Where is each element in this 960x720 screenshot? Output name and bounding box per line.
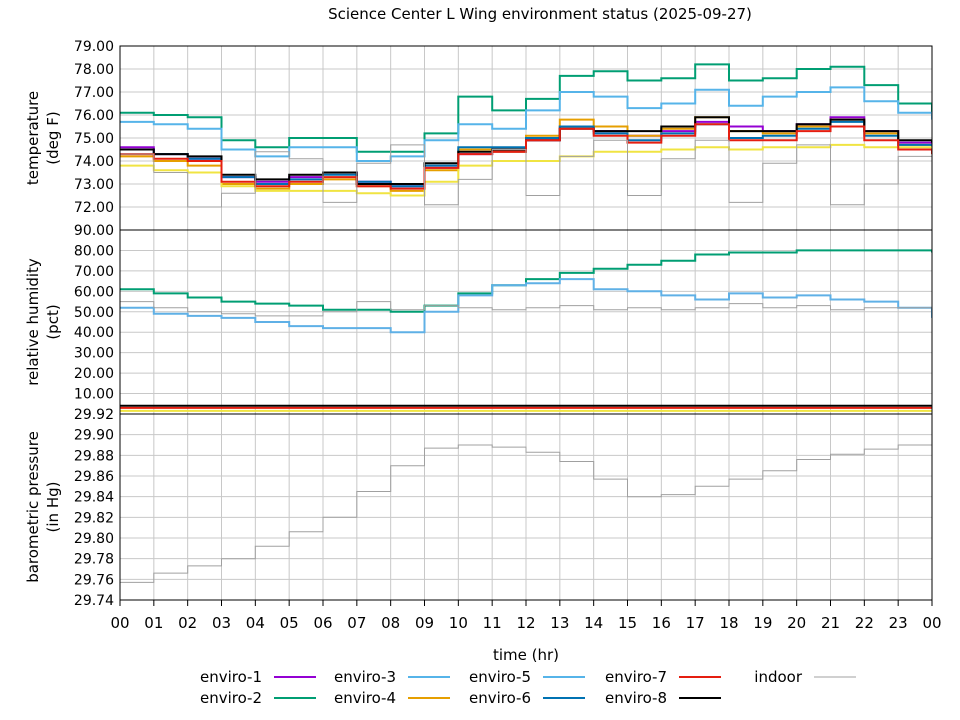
x-tick-label: 07 <box>347 614 366 632</box>
y-axis-label-units: (in Hg) <box>44 482 62 533</box>
y-tick-label: 79.00 <box>74 39 114 55</box>
legend-label: enviro-6 <box>469 689 531 707</box>
y-tick-label: 29.74 <box>74 593 114 609</box>
y-tick-label: 80.00 <box>74 243 114 259</box>
y-tick-label: 76.00 <box>74 108 114 124</box>
y-tick-label: 29.76 <box>74 572 114 588</box>
series-indoor <box>120 301 932 317</box>
y-tick-label: 20.00 <box>74 366 114 382</box>
panel-1: 72.00 73.00 74.00 75.00 76.00 77.00 78.00 79.00… <box>24 39 933 231</box>
y-tick-label: 74.00 <box>74 154 114 170</box>
x-tick-label: 19 <box>753 614 772 632</box>
y-tick-label: 29.92 <box>74 407 114 423</box>
x-tick-label: 21 <box>821 614 840 632</box>
legend-label: enviro-8 <box>605 689 667 707</box>
x-tick-label: 18 <box>719 614 738 632</box>
x-tick-label: 04 <box>246 614 265 632</box>
x-axis-label: time (hr) <box>493 646 559 664</box>
y-axis-label: barometric pressure <box>24 431 42 583</box>
legend-label: enviro-1 <box>200 668 262 686</box>
x-tick-label: 08 <box>381 614 400 632</box>
x-tick-label: 09 <box>415 614 434 632</box>
y-tick-label: 78.00 <box>74 62 114 78</box>
x-tick-label: 05 <box>280 614 299 632</box>
x-tick-label: 00 <box>922 614 941 632</box>
series-indoor <box>120 437 932 583</box>
x-tick-label: 14 <box>584 614 603 632</box>
y-axis-label-units: (pct) <box>44 304 62 339</box>
x-tick-label: 12 <box>516 614 535 632</box>
y-tick-label: 90.00 <box>74 223 114 239</box>
y-tick-label: 29.82 <box>74 510 114 526</box>
y-tick-label: 30.00 <box>74 346 114 362</box>
x-tick-label: 02 <box>178 614 197 632</box>
x-tick-label: 03 <box>212 614 231 632</box>
x-tick-label: 17 <box>686 614 705 632</box>
y-tick-label: 75.00 <box>74 131 114 147</box>
legend-label: indoor <box>754 668 803 686</box>
panel-2: 10.00 20.00 30.00 40.00 50.00 60.00 70.00 80.00… <box>24 223 933 415</box>
y-tick-label: 29.88 <box>74 448 114 464</box>
x-tick-label: 11 <box>483 614 502 632</box>
x-tick-label: 10 <box>449 614 468 632</box>
x-tick-label: 16 <box>652 614 671 632</box>
legend-label: enviro-2 <box>200 689 262 707</box>
x-tick-label: 20 <box>787 614 806 632</box>
x-tick-label: 01 <box>144 614 163 632</box>
y-tick-label: 72.00 <box>74 200 114 216</box>
y-axis-label: temperature <box>24 91 42 185</box>
series-indoor <box>120 139 932 208</box>
y-tick-label: 29.80 <box>74 531 114 547</box>
y-axis-label-units: (deg F) <box>44 111 62 164</box>
x-tick-label: 22 <box>855 614 874 632</box>
y-tick-label: 29.90 <box>74 428 114 444</box>
legend-label: enviro-7 <box>605 668 667 686</box>
legend-label: enviro-3 <box>334 668 396 686</box>
y-tick-label: 50.00 <box>74 305 114 321</box>
legend: enviro-1 enviro-2 enviro-3 enviro-4 enviro-5… <box>200 668 856 707</box>
x-tick-label: 06 <box>313 614 332 632</box>
y-tick-label: 70.00 <box>74 264 114 280</box>
x-tick-label: 13 <box>550 614 569 632</box>
panel-3: 29.74 29.76 29.78 29.80 29.82 29.84 29.86 29.88… <box>24 407 933 609</box>
legend-label: enviro-4 <box>334 689 396 707</box>
chart-title: Science Center L Wing environment status… <box>328 5 752 23</box>
y-axis-label: relative humidity <box>24 258 42 386</box>
y-tick-label: 73.00 <box>74 177 114 193</box>
y-tick-label: 77.00 <box>74 85 114 101</box>
y-tick-label: 29.84 <box>74 490 114 506</box>
x-tick-label: 15 <box>618 614 637 632</box>
x-tick-label: 00 <box>110 614 129 632</box>
x-tick-label: 23 <box>889 614 908 632</box>
series-enviro-5 <box>120 278 932 334</box>
legend-label: enviro-5 <box>469 668 531 686</box>
y-tick-label: 29.78 <box>74 552 114 568</box>
y-tick-label: 40.00 <box>74 325 114 341</box>
y-tick-label: 29.86 <box>74 469 114 485</box>
y-tick-label: 10.00 <box>74 387 114 403</box>
y-tick-label: 60.00 <box>74 284 114 300</box>
